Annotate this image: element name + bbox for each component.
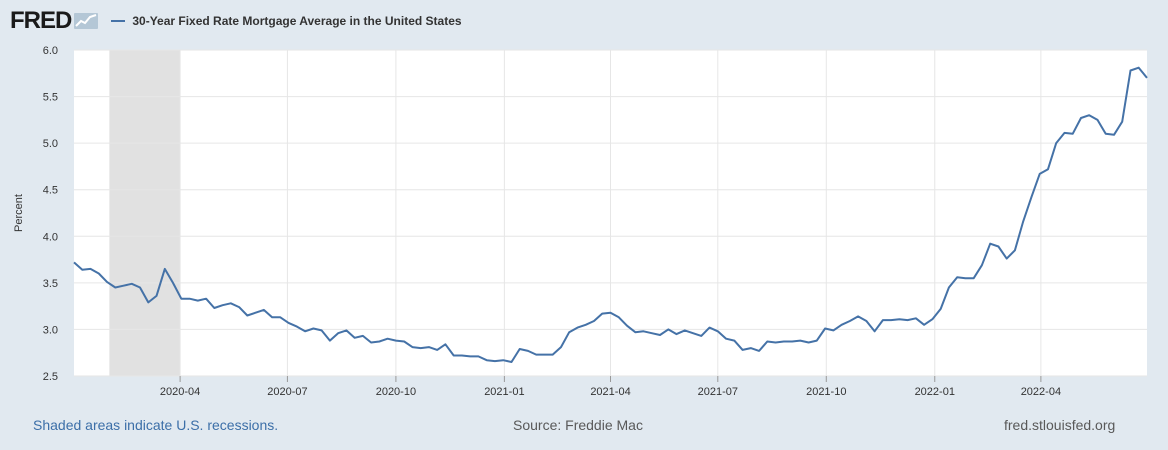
site-link[interactable]: fred.stlouisfed.org bbox=[1004, 417, 1116, 433]
y-tick-label: 5.5 bbox=[43, 92, 58, 104]
x-tick-label: 2020-07 bbox=[267, 386, 307, 398]
logo-text: FRED bbox=[10, 7, 72, 34]
x-tick-label: 2020-04 bbox=[160, 386, 200, 398]
x-tick-label: 2020-10 bbox=[376, 386, 416, 398]
y-tick-label: 5.0 bbox=[43, 138, 58, 150]
y-tick-label: 4.5 bbox=[43, 185, 58, 197]
trend-line-icon bbox=[74, 13, 99, 29]
x-tick-label: 2021-01 bbox=[484, 386, 524, 398]
y-tick-label: 2.5 bbox=[43, 371, 58, 383]
recession-shade bbox=[109, 50, 181, 376]
x-tick-label: 2021-04 bbox=[590, 386, 630, 398]
series-line bbox=[73, 66, 1148, 363]
x-tick-label: 2021-10 bbox=[806, 386, 846, 398]
y-tick-label: 3.5 bbox=[43, 278, 58, 290]
legend-swatch bbox=[111, 20, 126, 22]
y-tick-label: 4.0 bbox=[43, 231, 58, 243]
line-chart[interactable]: 2.5 3.0 3.5 4.0 4.5 5.0 5.5 6.0 2020-04 2020-07 20… bbox=[0, 0, 1168, 410]
chart-header: FRED 30-Year Fixed Rate Mortgage Average… bbox=[10, 6, 462, 36]
x-tick-label: 2022-01 bbox=[915, 386, 955, 398]
y-tick-label: 6.0 bbox=[43, 45, 58, 57]
legend: 30-Year Fixed Rate Mortgage Average in t… bbox=[111, 14, 462, 28]
legend-label: 30-Year Fixed Rate Mortgage Average in t… bbox=[132, 14, 462, 28]
x-tick-label: 2021-07 bbox=[698, 386, 738, 398]
recession-note: Shaded areas indicate U.S. recessions. bbox=[33, 417, 279, 433]
y-axis-label: Percent bbox=[13, 194, 25, 232]
x-tick-label: 2022-04 bbox=[1021, 386, 1061, 398]
source-label: Source: Freddie Mac bbox=[513, 417, 643, 433]
fred-logo[interactable]: FRED bbox=[10, 7, 99, 35]
y-tick-label: 3.0 bbox=[43, 324, 58, 336]
